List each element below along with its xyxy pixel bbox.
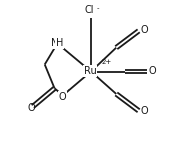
Text: -: -: [96, 5, 99, 11]
Text: Ru: Ru: [84, 66, 97, 76]
Text: Cl: Cl: [85, 5, 94, 15]
Text: N: N: [51, 38, 58, 48]
Text: O: O: [140, 106, 148, 116]
Text: 2+: 2+: [102, 59, 112, 65]
Text: H: H: [56, 38, 64, 48]
Text: O: O: [140, 25, 148, 35]
Text: -: -: [67, 87, 70, 93]
Text: O: O: [28, 103, 35, 113]
Text: O: O: [58, 92, 66, 102]
Text: O: O: [149, 66, 156, 77]
